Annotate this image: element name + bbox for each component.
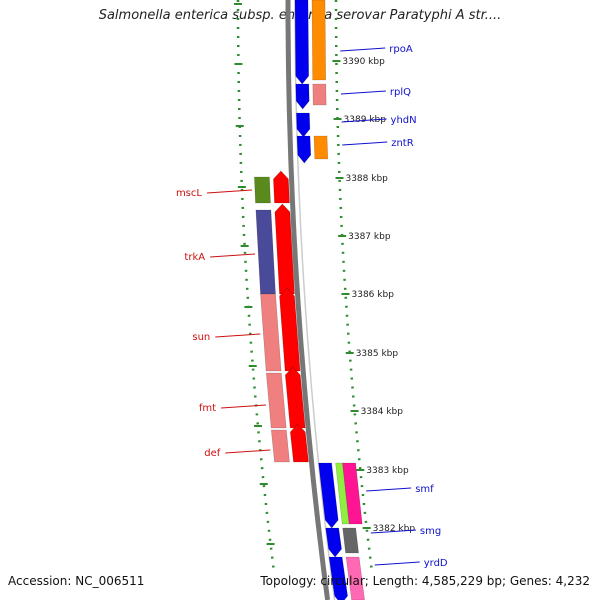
gene-rplQ-strand [295,83,310,110]
gene-label-smg: smg [420,526,441,537]
gene-smg-strand [325,527,342,558]
gene-label-trkA: trkA [184,252,205,263]
gene-def-strand [289,423,309,463]
gene-zntR-strand [296,135,312,164]
scale-tick-label: 3387 kbp [348,232,391,242]
gene-rplQ-track [312,83,327,106]
gene-rpoA-strand [294,0,310,85]
scale-tick-label: 3382 kbp [373,524,416,534]
gene-smf-strand [318,462,339,529]
gene-smf-track [342,462,363,525]
gene-label-leader [225,449,271,454]
gene-label-leader [215,333,261,338]
scale-tick-label: 3384 kbp [361,407,404,417]
gene-label-mscL: mscL [176,188,202,199]
scale-tick-label: 3388 kbp [345,174,388,184]
gene-label-leader [206,189,253,194]
gene-label-leader [366,487,412,492]
gene-yrdD-track [345,556,365,600]
gene-mscL-track [254,176,271,204]
gene-label-leader [210,253,256,258]
gene-yhdN-strand [296,112,311,138]
gene-label-zntR: zntR [391,138,414,149]
gene-label-yrdD: yrdD [424,558,448,569]
gene-def-track [270,429,290,463]
gene-label-rplQ: rplQ [390,87,411,98]
gene-label-yhdN: yhdN [391,115,417,126]
gene-label-leader [342,141,388,146]
gene-label-smf: smf [415,484,434,495]
gene-label-leader [340,90,386,95]
scale-tick-label: 3390 kbp [342,57,385,67]
gene-label-fmt: fmt [199,403,216,414]
gene-label-leader [340,47,386,52]
gene-label-leader [221,404,267,409]
gene-sun-track [260,293,282,372]
gene-fmt-track [265,372,287,429]
scale-tick-label: 3385 kbp [356,349,399,359]
backbone-line [285,0,331,600]
accession-label: Accession: NC_006511 [8,574,145,588]
gene-label-rpoA: rpoA [389,44,413,55]
genome-summary: Topology: circular; Length: 4,585,229 bp… [260,574,590,588]
gene-mscL-strand [273,170,290,204]
gene-label-def: def [204,448,221,459]
gene-label-leader [341,118,387,123]
gene-label-sun: sun [192,332,210,343]
gene-label-leader [370,529,416,534]
gene-label-leader [374,561,420,566]
gene-trkA-track [255,209,276,295]
gene-zntR-track [313,135,329,160]
backbone-edge [294,0,336,600]
scale-tick-label: 3383 kbp [366,466,409,476]
gene-smg-track [342,527,359,554]
scale-tick-label: 3386 kbp [352,290,395,300]
gene-yrdD-strand [328,556,348,600]
gene-rpoA-track [311,0,327,81]
